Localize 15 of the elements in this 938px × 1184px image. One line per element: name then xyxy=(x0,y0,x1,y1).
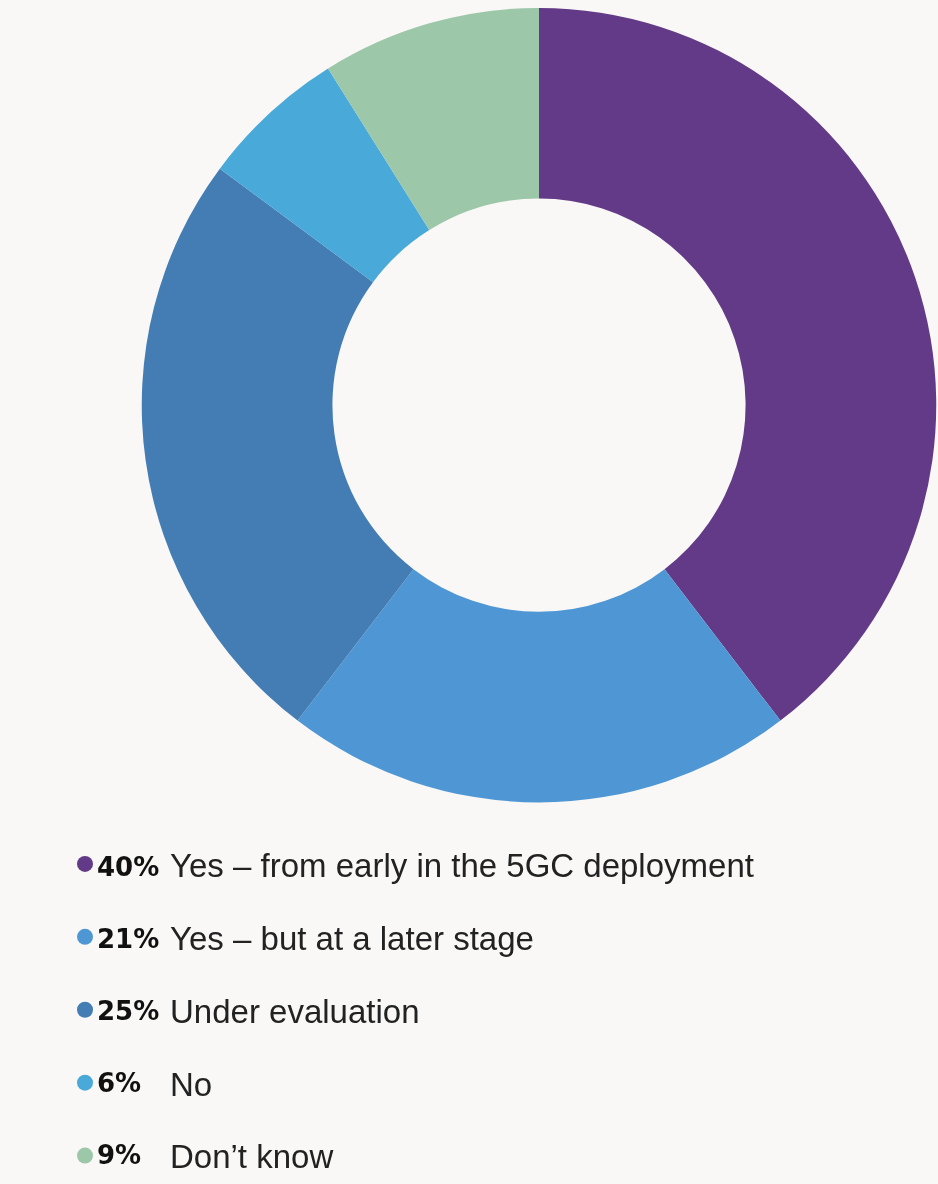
legend-label: Under evaluation xyxy=(170,992,420,1030)
data-label: 6% xyxy=(97,1068,142,1098)
data-label: 21% xyxy=(97,924,160,954)
data-label: 40% xyxy=(97,852,160,882)
donut-slice xyxy=(539,7,936,721)
donut-slice xyxy=(141,168,414,721)
donut-slice xyxy=(297,569,781,802)
data-label: 25% xyxy=(97,996,160,1026)
donut-slice xyxy=(328,7,539,231)
legend-label: Yes – but at a later stage xyxy=(170,919,534,957)
legend-label: Yes – from early in the 5GC deployment xyxy=(170,846,754,884)
donut-slice xyxy=(219,68,430,283)
legend-label: No xyxy=(170,1065,213,1103)
legend-label: Don’t know xyxy=(170,1138,334,1176)
data-label: 9% xyxy=(97,1140,142,1170)
